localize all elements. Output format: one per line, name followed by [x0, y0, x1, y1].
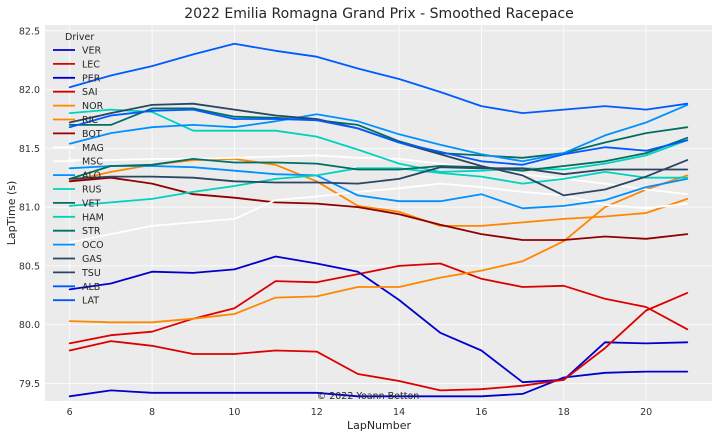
series-line-ver [68, 370, 689, 398]
series-line-lec [68, 262, 689, 345]
series-line-per [68, 255, 689, 384]
legend-label-rus: RUS [82, 185, 102, 196]
chart-title: 2022 Emilia Romagna Grand Prix - Smoothe… [184, 6, 573, 22]
legend-label-tsu: TSU [81, 268, 101, 279]
series-line-nor [68, 174, 689, 324]
series-line-vet [68, 107, 689, 159]
y-tick-label: 81.0 [19, 203, 40, 214]
legend-label-ric: RIC [82, 115, 98, 126]
series-lines [68, 42, 689, 398]
series-line-str [68, 136, 689, 180]
x-tick-label: 6 [67, 407, 73, 418]
legend-label-msc: MSC [82, 157, 103, 168]
y-tick-label: 79.5 [19, 379, 40, 390]
series-line-ham [68, 108, 689, 173]
plot-area [45, 25, 712, 401]
legend-title: Driver [65, 32, 94, 43]
legend-label-sai: SAI [82, 87, 98, 98]
x-tick-label: 14 [393, 407, 405, 418]
series-line-rus [68, 167, 689, 207]
legend-label-oco: OCO [82, 240, 104, 251]
x-axis-label: LapNumber [347, 419, 412, 432]
y-tick-label: 81.5 [19, 144, 40, 155]
x-tick-label: 20 [640, 407, 652, 418]
legend-label-bot: BOT [82, 129, 102, 140]
legend-label-ver: VER [82, 46, 102, 57]
legend-label-alo: ALO [82, 171, 101, 182]
series-line-bot [68, 176, 689, 241]
copyright-annotation: © 2022 Yoann Betton [317, 391, 420, 402]
legend: Driver VER LEC PER SAI NOR RIC BOT MAG MSC ALO RUS… [53, 32, 104, 307]
legend-label-alb: ALB [82, 282, 100, 293]
series-line-alo [68, 165, 689, 210]
legend-label-lec: LEC [82, 59, 100, 70]
legend-label-nor: NOR [82, 101, 104, 112]
y-tick-label: 80.5 [19, 261, 40, 272]
legend-label-vet: VET [82, 198, 101, 209]
series-line-mag [68, 182, 689, 244]
y-tick-label: 80.0 [19, 320, 40, 331]
y-tick-label: 82.5 [19, 26, 40, 37]
legend-label-mag: MAG [82, 143, 104, 154]
series-line-msc [68, 154, 689, 196]
axis-ticks: 6 8 10 12 14 16 18 20 79.5 80.0 80.5 81.0 81.5 82.0 82… [19, 26, 652, 418]
legend-label-str: STR [82, 226, 101, 237]
x-tick-label: 18 [558, 407, 570, 418]
series-line-oco [68, 104, 689, 163]
series-line-tsu [68, 166, 689, 185]
legend-label-gas: GAS [82, 254, 102, 265]
legend-label-per: PER [82, 73, 101, 84]
x-tick-label: 12 [311, 407, 323, 418]
series-line-lat [68, 108, 689, 166]
x-tick-label: 16 [475, 407, 487, 418]
y-axis-label: LapTime (s) [5, 181, 18, 246]
y-tick-label: 82.0 [19, 85, 40, 96]
x-tick-label: 10 [228, 407, 240, 418]
series-line-sai [68, 291, 689, 392]
x-tick-label: 8 [149, 407, 155, 418]
series-line-alb [68, 42, 689, 114]
legend-label-lat: LAT [82, 296, 99, 307]
legend-label-ham: HAM [82, 212, 104, 223]
